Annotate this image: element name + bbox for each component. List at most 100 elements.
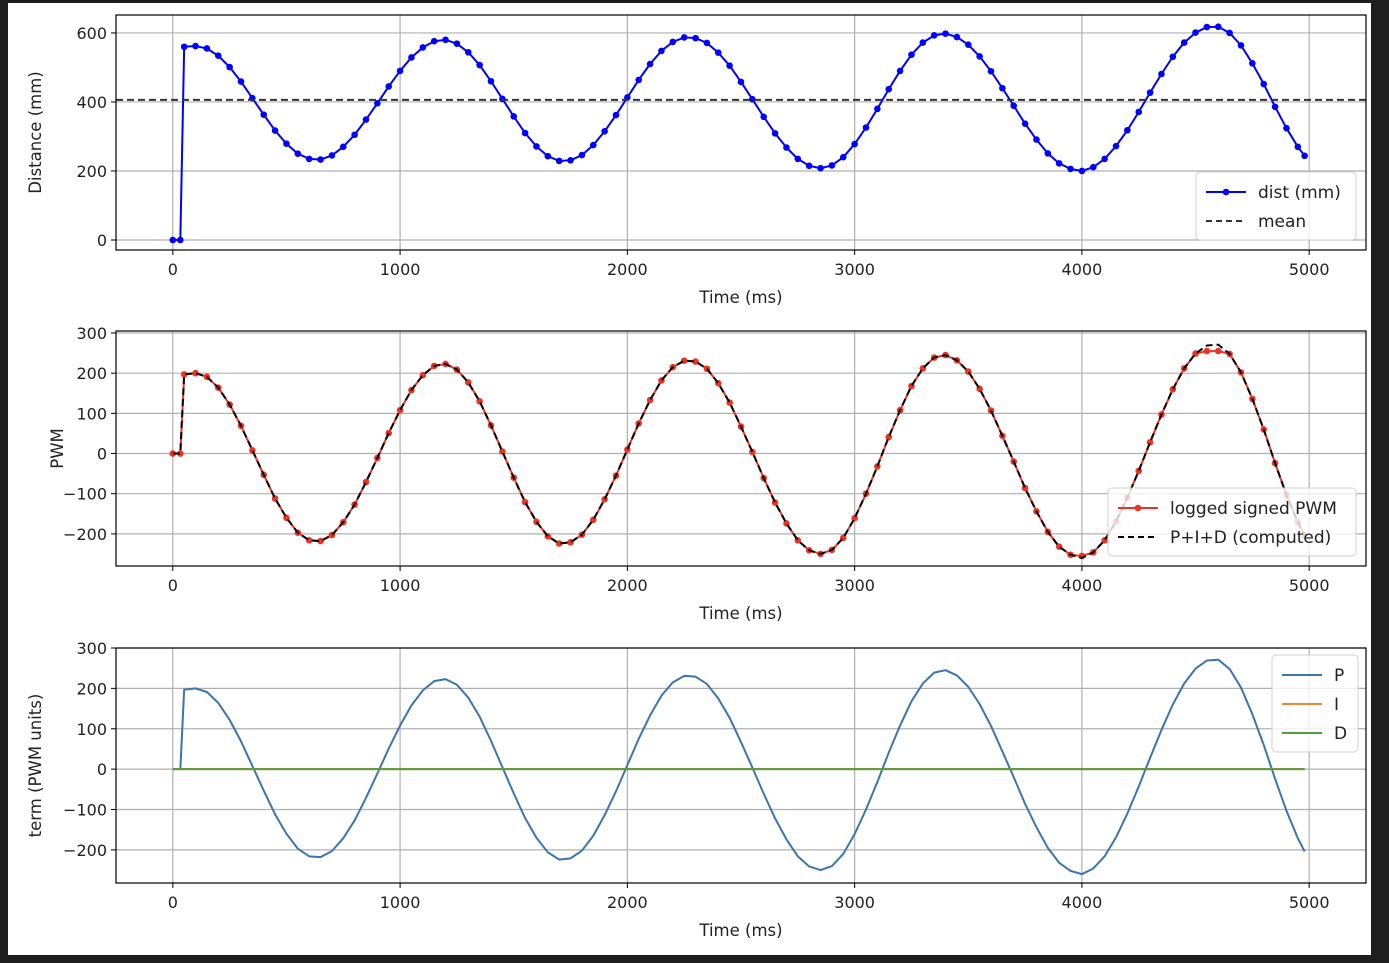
data-point (646, 60, 654, 68)
data-point (1283, 124, 1290, 132)
data-point (305, 155, 313, 163)
data-point (885, 85, 893, 93)
data-point (567, 156, 574, 164)
x-tick-label: 5000 (1289, 576, 1330, 595)
data-point (771, 130, 779, 137)
y-tick-label: 0 (97, 760, 107, 779)
data-point (1078, 167, 1086, 175)
y-axis-label: PWM (48, 428, 67, 469)
data-point (283, 140, 290, 148)
figure: 0 1000 2000 3000 4000 5000 0 200 400 600 Time (ms)… (8, 3, 1371, 955)
data-point (737, 78, 745, 86)
legend-label: P (1334, 666, 1344, 686)
y-tick-label: 100 (76, 720, 107, 739)
series-group (116, 23, 1366, 244)
data-point (1237, 42, 1245, 49)
data-point (203, 45, 211, 52)
panel-2: 0 1000 2000 3000 4000 5000 −200 −100 0 100 200 300 T… (48, 324, 1367, 623)
data-point (1294, 143, 1302, 151)
data-point (1192, 29, 1199, 36)
x-tick-label: 0 (168, 260, 178, 279)
data-point (317, 156, 324, 163)
y-axis-label: term (PWM units) (26, 694, 45, 838)
data-point (794, 155, 802, 163)
data-point (499, 95, 506, 103)
legend-label: I (1334, 695, 1339, 715)
data-point (783, 144, 790, 151)
y-tick-label: 400 (76, 93, 107, 112)
data-point (555, 157, 563, 165)
legend-box (1107, 487, 1357, 557)
data-point (339, 143, 347, 151)
legend-label: logged signed PWM (1170, 499, 1337, 519)
data-point (1112, 142, 1120, 150)
data-point (1203, 23, 1211, 31)
x-axis-label: Time (ms) (698, 604, 782, 623)
data-point (635, 76, 643, 84)
data-point (214, 52, 222, 60)
x-tick-label: 4000 (1062, 893, 1103, 912)
data-point (692, 358, 699, 365)
legend-box (1195, 171, 1357, 241)
data-point (1214, 23, 1222, 31)
data-point (919, 39, 927, 46)
x-axis-label: Time (ms) (698, 921, 782, 940)
y-axis-label: Distance (mm) (26, 71, 45, 193)
data-point (1226, 29, 1233, 37)
data-point (1021, 120, 1029, 128)
data-point (874, 105, 881, 113)
data-point (851, 140, 858, 148)
x-axis-label: Time (ms) (698, 288, 782, 307)
legend-label: mean (1258, 212, 1306, 232)
data-point (1169, 53, 1177, 61)
data-point (976, 53, 983, 60)
data-point (930, 32, 938, 39)
legend: PID (1271, 654, 1359, 753)
data-point (612, 111, 620, 119)
data-point (237, 78, 245, 85)
data-point (396, 67, 404, 75)
data-point (601, 127, 608, 135)
series-line-p (172, 658, 1306, 876)
data-point (1203, 347, 1211, 355)
y-tick-label: −200 (63, 841, 107, 860)
x-tick-label: 3000 (834, 260, 875, 279)
x-tick-label: 1000 (380, 893, 421, 912)
data-point (692, 34, 699, 42)
data-point (760, 113, 768, 121)
legend-marker (1134, 504, 1142, 512)
axes-frame (115, 14, 1367, 251)
data-point (964, 41, 972, 48)
data-point (271, 127, 279, 134)
data-point (1301, 152, 1308, 160)
data-point (1067, 165, 1074, 173)
data-point (555, 540, 563, 547)
y-tick-label: 300 (76, 639, 107, 658)
data-point (578, 151, 586, 159)
data-point (464, 48, 472, 56)
x-tick-label: 2000 (607, 893, 648, 912)
data-point (1146, 89, 1154, 96)
x-tick-label: 3000 (834, 893, 875, 912)
x-tick-label: 1000 (380, 576, 421, 595)
data-point (680, 34, 688, 41)
panel-1: 0 1000 2000 3000 4000 5000 0 200 400 600 Time (ms)… (26, 14, 1367, 307)
data-point (192, 42, 199, 50)
data-point (226, 63, 233, 71)
data-point (260, 111, 268, 119)
data-point (942, 30, 949, 37)
x-tick-label: 5000 (1289, 893, 1330, 912)
data-point (953, 33, 961, 41)
data-point (1101, 155, 1108, 163)
data-point (351, 131, 358, 139)
axes-frame (115, 330, 1367, 567)
data-point (430, 37, 438, 45)
data-point (180, 43, 188, 51)
x-tick-label: 1000 (380, 260, 421, 279)
x-tick-label: 0 (168, 576, 178, 595)
x-tick-label: 4000 (1062, 576, 1103, 595)
legend: logged signed PWM P+I+D (computed) (1107, 487, 1357, 557)
data-point (521, 129, 529, 137)
data-point (180, 371, 188, 378)
